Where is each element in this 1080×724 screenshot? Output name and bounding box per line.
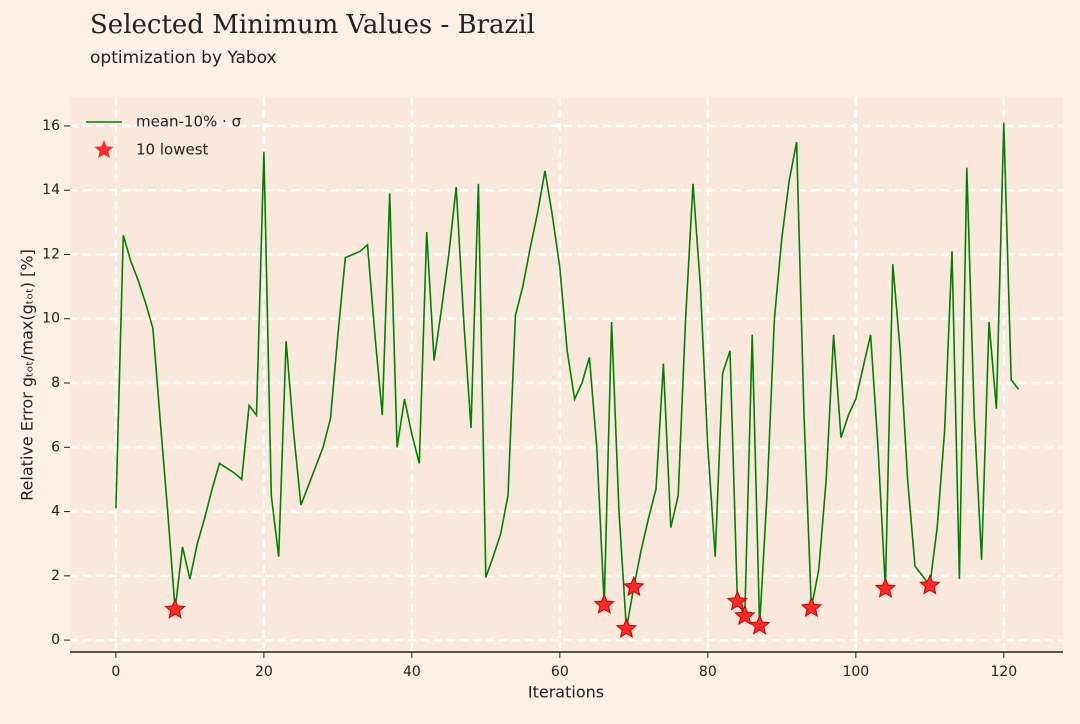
- star-point: [623, 575, 645, 597]
- x-tick-label: 20: [255, 664, 273, 680]
- star-point: [734, 604, 756, 626]
- y-axis-label: Relative Error gₜₒₜ/max(gₜₒₜ) [%]: [18, 249, 37, 501]
- star-point: [874, 577, 897, 598]
- y-tick-label: 10: [42, 311, 60, 327]
- star-point: [615, 617, 638, 639]
- y-tick-label: 16: [42, 118, 60, 134]
- data-line: [115, 122, 1020, 630]
- x-tick-label: 40: [403, 664, 421, 680]
- x-tick-label: 0: [111, 664, 120, 680]
- chart-subtitle: optimization by Yabox: [90, 48, 277, 68]
- x-axis-label: Iterations: [528, 683, 604, 702]
- y-tick-label: 2: [51, 568, 60, 584]
- star-point: [800, 596, 823, 618]
- star-point: [919, 574, 941, 595]
- y-tick-label: 8: [51, 375, 60, 391]
- star-point: [748, 614, 771, 635]
- chart-title: Selected Minimum Values - Brazil: [90, 10, 535, 40]
- y-tick-label: 4: [51, 504, 60, 520]
- x-tick-label: 120: [990, 664, 1017, 680]
- star-point: [593, 593, 615, 614]
- legend-label: mean-10% · σ: [136, 113, 242, 131]
- y-tick-label: 6: [51, 439, 60, 455]
- star-point: [726, 590, 749, 611]
- y-tick-label: 12: [42, 246, 60, 262]
- x-tick-label: 100: [842, 664, 869, 680]
- x-tick-label: 60: [551, 664, 569, 680]
- y-tick-label: 14: [42, 182, 60, 198]
- plot-area: [70, 97, 1063, 652]
- star-point: [164, 598, 186, 619]
- x-tick-label: 80: [699, 664, 717, 680]
- y-tick-label: 0: [51, 632, 60, 648]
- legend-swatch: [94, 140, 114, 159]
- legend-label: 10 lowest: [136, 141, 209, 159]
